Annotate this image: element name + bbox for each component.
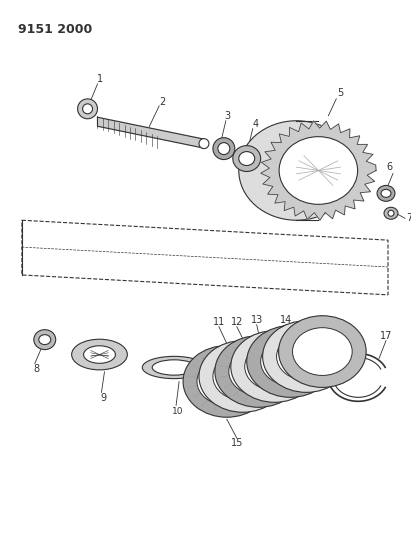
Ellipse shape — [197, 358, 257, 405]
Ellipse shape — [231, 330, 319, 402]
Text: 5: 5 — [337, 88, 343, 98]
Polygon shape — [259, 330, 275, 337]
Text: 14: 14 — [280, 314, 293, 325]
Ellipse shape — [142, 357, 206, 378]
Ellipse shape — [279, 316, 366, 387]
Text: 9151 2000: 9151 2000 — [18, 23, 92, 36]
Polygon shape — [291, 390, 307, 397]
Text: 1: 1 — [97, 74, 104, 84]
Ellipse shape — [83, 346, 115, 364]
Polygon shape — [97, 117, 204, 148]
Ellipse shape — [239, 151, 255, 166]
Ellipse shape — [218, 143, 230, 155]
Text: 16: 16 — [310, 317, 323, 327]
Polygon shape — [259, 400, 275, 407]
Text: 3: 3 — [225, 111, 231, 121]
Polygon shape — [261, 121, 376, 220]
Text: 4: 4 — [253, 119, 259, 129]
Text: 17: 17 — [380, 330, 392, 341]
Ellipse shape — [183, 345, 270, 417]
Polygon shape — [307, 316, 322, 322]
Text: 8: 8 — [34, 365, 40, 375]
Polygon shape — [243, 336, 259, 343]
Ellipse shape — [39, 335, 51, 345]
Text: 11: 11 — [213, 317, 225, 327]
Polygon shape — [227, 410, 243, 417]
Ellipse shape — [247, 326, 334, 397]
Ellipse shape — [213, 138, 235, 159]
Ellipse shape — [279, 136, 358, 204]
Ellipse shape — [388, 211, 394, 216]
Ellipse shape — [83, 104, 92, 114]
Text: 9: 9 — [100, 393, 106, 403]
Ellipse shape — [78, 99, 97, 119]
Polygon shape — [275, 395, 291, 402]
Ellipse shape — [199, 341, 286, 412]
Text: 12: 12 — [231, 317, 243, 327]
Ellipse shape — [263, 321, 350, 392]
Ellipse shape — [261, 337, 320, 385]
Ellipse shape — [199, 139, 209, 149]
Ellipse shape — [384, 207, 398, 219]
Ellipse shape — [293, 328, 352, 375]
Text: 13: 13 — [251, 314, 263, 325]
Ellipse shape — [245, 343, 305, 390]
Polygon shape — [291, 321, 307, 328]
Ellipse shape — [34, 330, 56, 350]
Text: 10: 10 — [172, 407, 184, 416]
Polygon shape — [243, 405, 259, 412]
Ellipse shape — [239, 121, 354, 220]
Ellipse shape — [72, 339, 127, 370]
Ellipse shape — [215, 336, 302, 407]
Polygon shape — [307, 385, 322, 392]
Ellipse shape — [152, 360, 196, 375]
Polygon shape — [227, 341, 243, 348]
Ellipse shape — [377, 185, 395, 201]
Text: 15: 15 — [231, 438, 243, 448]
Polygon shape — [275, 326, 291, 333]
Text: 2: 2 — [159, 97, 165, 107]
Text: 7: 7 — [406, 213, 411, 223]
Ellipse shape — [277, 333, 336, 381]
Ellipse shape — [229, 348, 289, 395]
Ellipse shape — [233, 146, 261, 172]
Ellipse shape — [213, 352, 272, 400]
Ellipse shape — [381, 189, 391, 197]
Text: 6: 6 — [386, 161, 392, 172]
